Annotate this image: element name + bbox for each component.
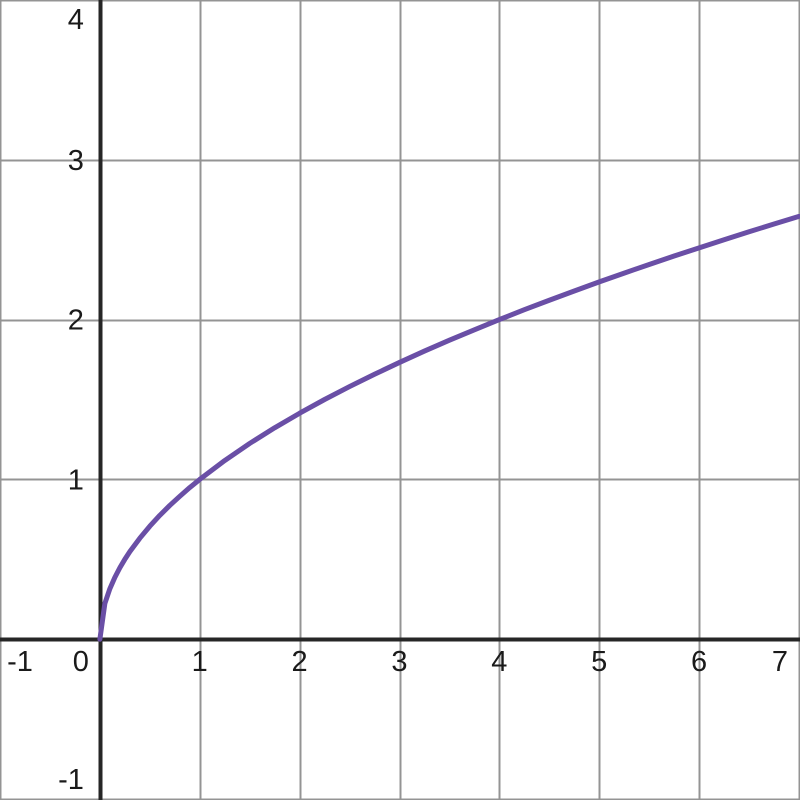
x-tick-label: -1 <box>7 646 33 678</box>
x-tick-label: 3 <box>391 646 407 678</box>
data-series-group <box>97 213 800 642</box>
x-tick-label: 6 <box>691 646 707 678</box>
y-tick-label: 2 <box>68 305 84 337</box>
curve-sqrt-x <box>97 213 800 642</box>
x-tick-label: 2 <box>292 646 308 678</box>
x-tick-label: 0 <box>73 646 89 678</box>
x-tick-label: 1 <box>192 646 208 678</box>
y-tick-label: 4 <box>68 4 84 36</box>
x-tick-label: 7 <box>772 646 788 678</box>
y-tick-label: 1 <box>68 464 84 496</box>
x-tick-label: 4 <box>491 646 507 678</box>
x-tick-label: 5 <box>591 646 607 678</box>
y-tick-label: -1 <box>58 764 84 796</box>
y-tick-label: 3 <box>68 145 84 177</box>
tick-labels: -1 0 1 2 3 4 5 6 7 -1 1 2 3 4 <box>7 4 788 796</box>
